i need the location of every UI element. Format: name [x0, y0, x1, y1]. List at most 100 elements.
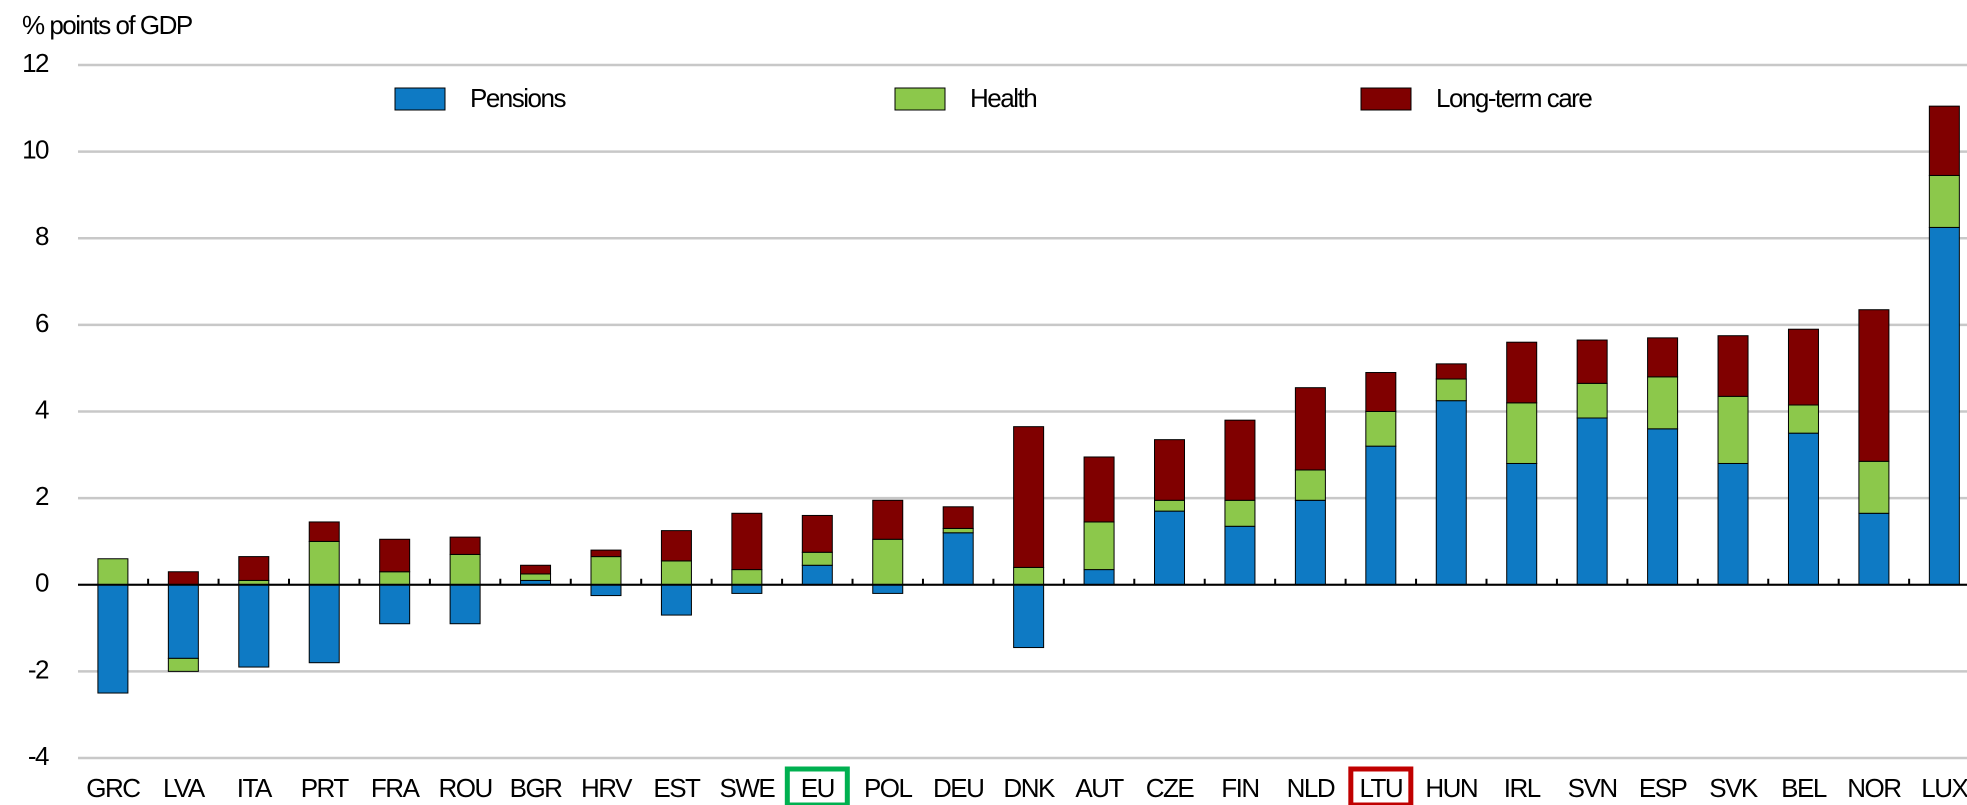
x-tick-label: SWE — [719, 773, 775, 803]
legend-label: Pensions — [470, 83, 566, 113]
bar-segment — [1576, 417, 1608, 586]
bar-segment — [1576, 382, 1608, 419]
x-tick-label: NOR — [1847, 773, 1901, 803]
bar-segment — [801, 564, 833, 586]
bar-segment — [590, 584, 622, 597]
x-tick-label: AUT — [1075, 773, 1124, 803]
bar-segment — [1717, 395, 1749, 464]
bar-segment — [1858, 309, 1890, 462]
y-tick-label: 2 — [35, 481, 49, 511]
bar-segment — [308, 521, 340, 542]
legend-label: Long-term care — [1436, 83, 1592, 113]
bar-segment — [1294, 387, 1326, 471]
bar-segment — [1858, 460, 1890, 514]
y-tick-label: 6 — [35, 308, 49, 338]
y-tick-label: 8 — [35, 221, 49, 251]
y-tick-label: 4 — [35, 394, 49, 424]
bar-segment — [1154, 439, 1186, 501]
bar-segment — [731, 584, 763, 594]
bar-segment — [1787, 432, 1819, 586]
x-tick-label: GRC — [86, 773, 140, 803]
bar-segment — [1365, 372, 1397, 412]
bar-segment — [1647, 337, 1679, 378]
bar-segment — [97, 584, 129, 694]
bar-segment — [1083, 521, 1115, 571]
legend-swatch — [894, 87, 946, 111]
bar-segment — [1013, 566, 1045, 586]
bar-segment — [731, 569, 763, 586]
bar-segment — [1435, 400, 1467, 586]
x-tick-label: HUN — [1425, 773, 1477, 803]
bar-segment — [1928, 174, 1960, 228]
bar-segment — [1647, 376, 1679, 430]
bar-segment — [942, 506, 974, 529]
bar-segment — [238, 556, 270, 581]
bar-segment — [1365, 445, 1397, 586]
legend-label: Health — [970, 83, 1036, 113]
bar-segment — [872, 499, 904, 540]
y-axis-label: % points of GDP — [22, 10, 192, 40]
y-tick-label: -4 — [28, 741, 49, 771]
x-tick-label: HRV — [581, 773, 633, 803]
bar-segment — [1787, 404, 1819, 434]
bar-segment — [520, 564, 552, 575]
bar-segment — [1787, 328, 1819, 406]
x-tick-label: FIN — [1221, 773, 1258, 803]
bar-segment — [1506, 341, 1538, 404]
bar-segment — [1435, 378, 1467, 402]
bar-segment — [1013, 584, 1045, 649]
bar-segment — [1858, 512, 1890, 586]
bar-segment — [379, 538, 411, 573]
bar-segment — [801, 551, 833, 566]
bar-segment — [1224, 499, 1256, 527]
bar-segment — [308, 540, 340, 586]
x-tick-label: IRL — [1504, 773, 1541, 803]
bar-segment — [660, 560, 692, 586]
x-tick-label: EST — [653, 773, 701, 803]
bar-segment — [1435, 363, 1467, 380]
x-tick-label: BGR — [510, 773, 563, 803]
bar-segment — [520, 573, 552, 581]
bar-segment — [942, 532, 974, 586]
bar-segment — [1154, 510, 1186, 586]
x-tick-label: LVA — [163, 773, 206, 803]
bar-segment — [1928, 226, 1960, 586]
bar-segment — [379, 571, 411, 586]
x-tick-label: ROU — [438, 773, 491, 803]
bar-segment — [1365, 411, 1397, 447]
x-tick-label: CZE — [1146, 773, 1195, 803]
bar-segment — [238, 584, 270, 668]
bar-segment — [449, 553, 481, 586]
bar-segment — [1717, 335, 1749, 397]
x-tick-label: ESP — [1639, 773, 1687, 803]
bar-segment — [1083, 456, 1115, 523]
bar-segment — [1294, 469, 1326, 501]
x-tick-label: LUX — [1921, 773, 1967, 803]
y-tick-label: 10 — [22, 135, 49, 165]
bar-segment — [1224, 419, 1256, 501]
x-tick-label: FRA — [371, 773, 421, 803]
legend-swatch — [394, 87, 446, 111]
bar-segment — [449, 584, 481, 625]
bar-segment — [1294, 499, 1326, 586]
bar-segment — [97, 558, 129, 586]
bar-segment — [1928, 105, 1960, 176]
x-tick-label: POL — [864, 773, 913, 803]
bar-segment — [660, 530, 692, 562]
bar-segment — [167, 657, 199, 672]
bar-segment — [1506, 462, 1538, 586]
bar-segment — [1647, 428, 1679, 586]
highlight-box — [784, 766, 850, 805]
bar-segment — [731, 512, 763, 571]
bar-segment — [660, 584, 692, 616]
bar-segment — [379, 584, 411, 625]
x-tick-label: DEU — [933, 773, 983, 803]
x-tick-label: DNK — [1003, 773, 1056, 803]
bar-segment — [872, 538, 904, 586]
legend-swatch — [1360, 87, 1412, 111]
x-tick-label: NLD — [1287, 773, 1335, 803]
y-tick-label: 0 — [35, 568, 49, 598]
bar-segment — [801, 514, 833, 553]
bar-segment — [167, 584, 199, 659]
